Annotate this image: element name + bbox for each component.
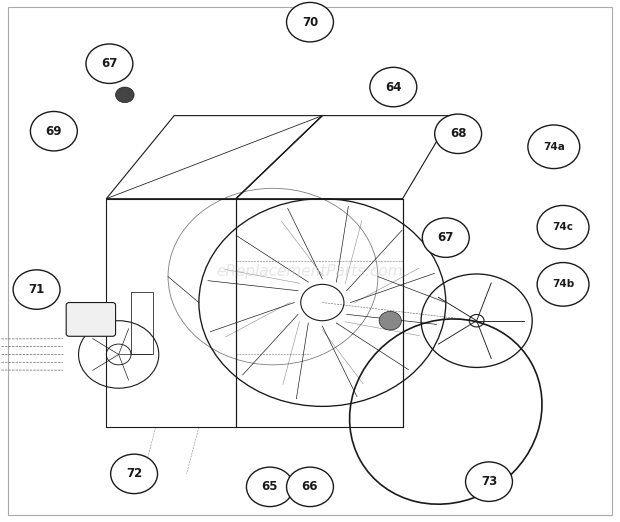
Text: 68: 68 xyxy=(450,127,466,140)
Text: 74b: 74b xyxy=(552,279,574,289)
Text: 74a: 74a xyxy=(543,142,565,152)
Circle shape xyxy=(86,44,133,84)
Circle shape xyxy=(537,206,589,249)
Text: 70: 70 xyxy=(302,16,318,29)
Circle shape xyxy=(422,218,469,257)
Circle shape xyxy=(537,263,589,306)
Bar xyxy=(131,292,153,354)
Circle shape xyxy=(115,87,134,103)
Text: 69: 69 xyxy=(46,125,62,138)
Text: 74c: 74c xyxy=(552,222,574,232)
Text: 71: 71 xyxy=(29,283,45,296)
Text: 66: 66 xyxy=(302,480,318,493)
Text: 64: 64 xyxy=(385,80,402,93)
Circle shape xyxy=(13,270,60,310)
Circle shape xyxy=(370,67,417,107)
Circle shape xyxy=(466,462,513,502)
Text: 65: 65 xyxy=(262,480,278,493)
Circle shape xyxy=(528,125,580,169)
Text: 72: 72 xyxy=(126,467,142,480)
Text: 67: 67 xyxy=(101,57,118,70)
Circle shape xyxy=(30,112,78,151)
Circle shape xyxy=(286,3,334,42)
Circle shape xyxy=(379,311,401,330)
Circle shape xyxy=(110,454,157,494)
Text: eReplacementParts.com: eReplacementParts.com xyxy=(216,264,404,279)
Circle shape xyxy=(286,467,334,506)
Circle shape xyxy=(435,114,482,153)
Text: 73: 73 xyxy=(481,475,497,488)
Text: 67: 67 xyxy=(438,231,454,244)
FancyBboxPatch shape xyxy=(66,303,115,336)
Circle shape xyxy=(246,467,293,506)
